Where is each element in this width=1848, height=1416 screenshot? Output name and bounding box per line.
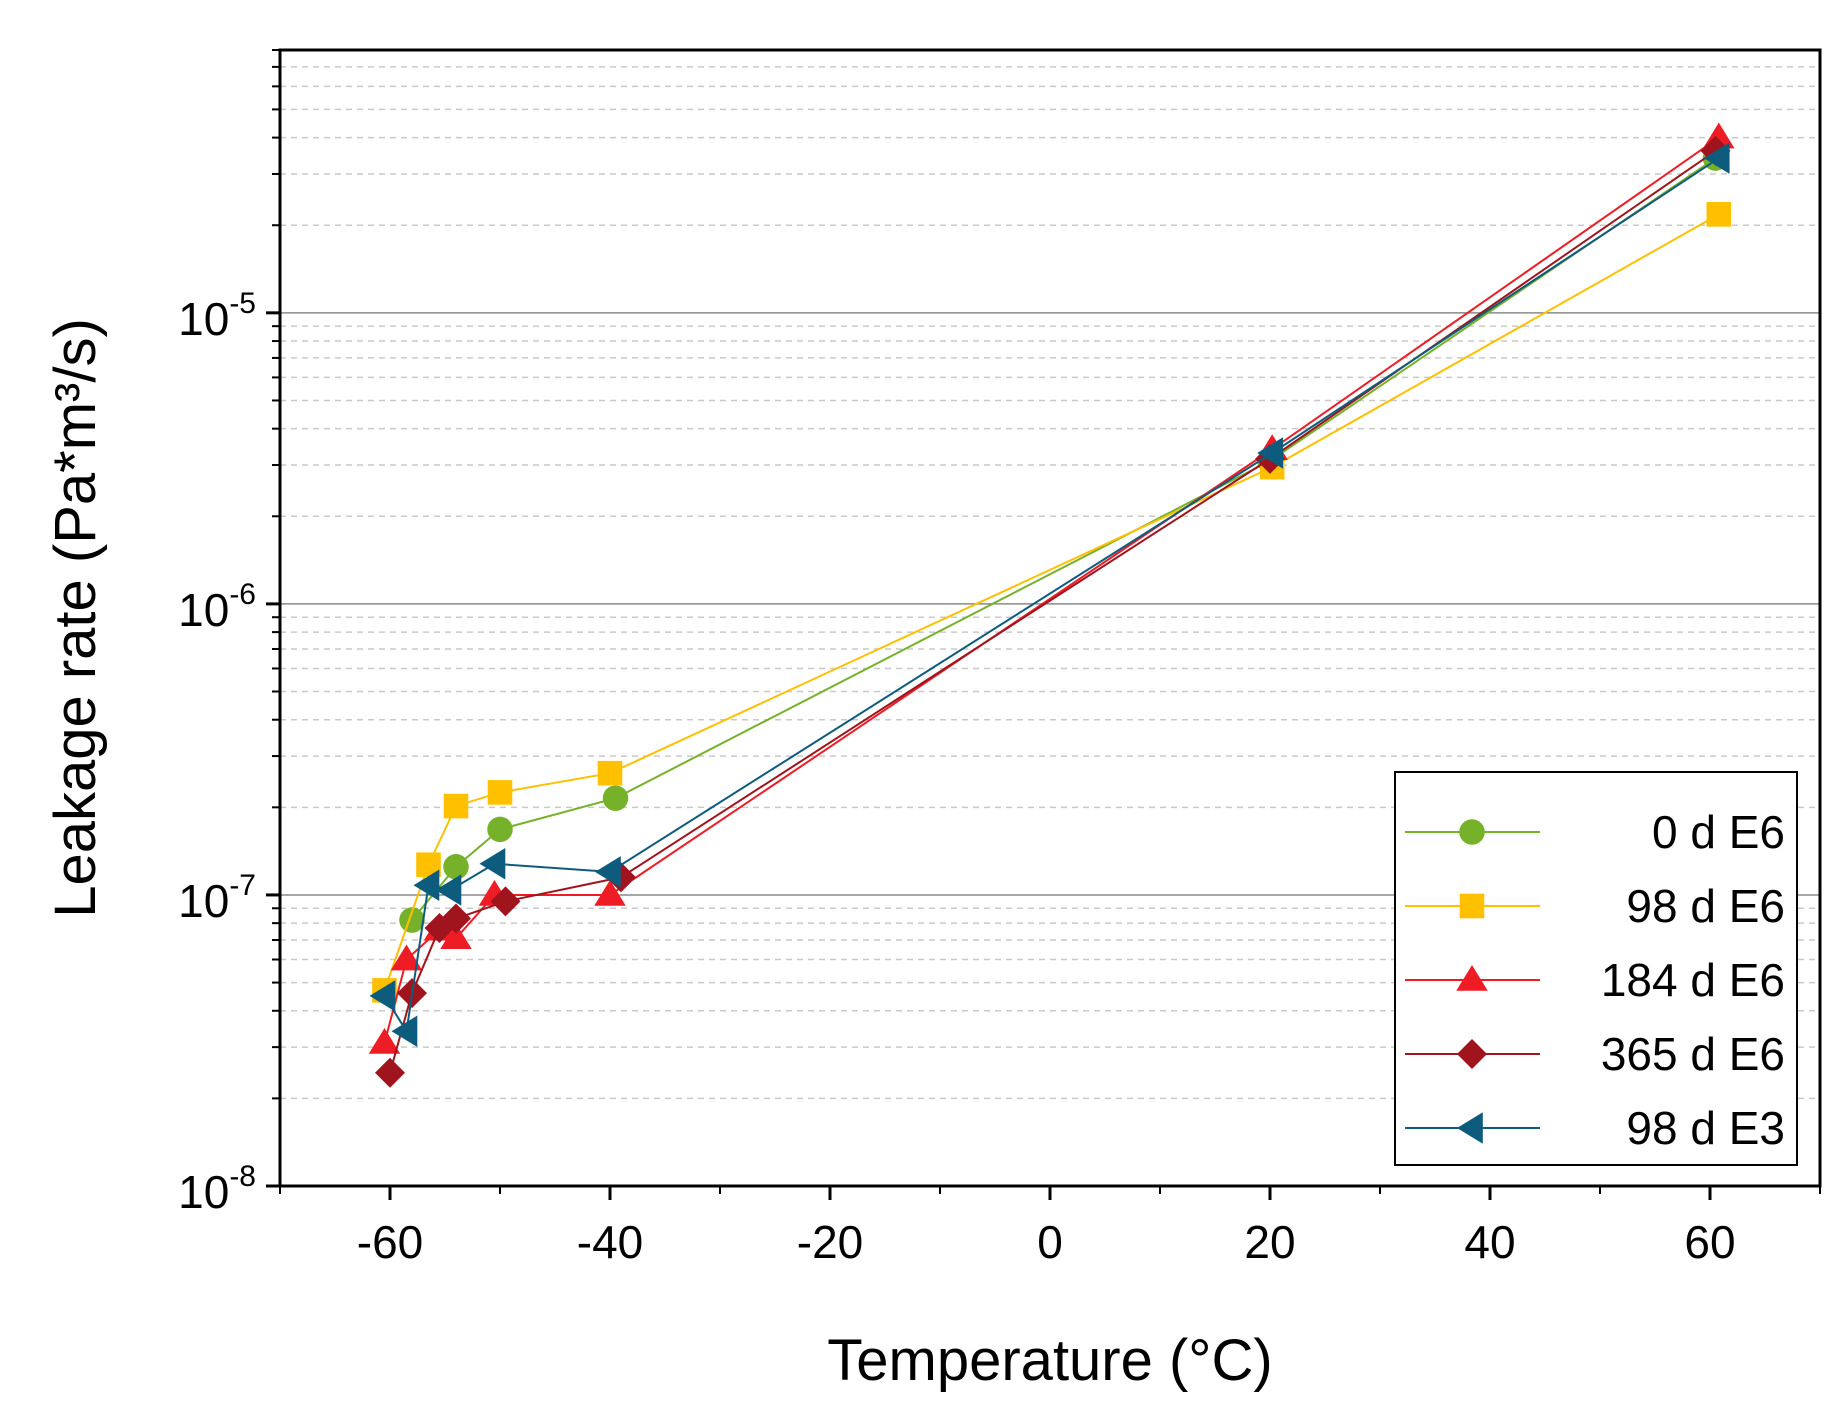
data-point — [369, 980, 396, 1012]
legend-item: 98 d E3 — [1405, 1102, 1785, 1154]
series-4 — [369, 142, 1730, 1048]
legend-item: 184 d E6 — [1405, 954, 1785, 1006]
data-point — [487, 816, 513, 843]
data-point — [435, 874, 462, 906]
x-tick-label: 60 — [1684, 1216, 1735, 1268]
grid-layer — [280, 49, 1820, 1100]
legend-item: 0 d E6 — [1405, 806, 1785, 858]
y-axis-title: Leakage rate (Pa*m³/s) — [43, 318, 108, 918]
legend: 0 d E6 98 d E6 184 d E6 365 d E6 98 d E3 — [1394, 771, 1798, 1166]
data-point — [375, 1057, 405, 1088]
x-tick-label: -40 — [577, 1216, 643, 1268]
legend-marker — [1459, 819, 1485, 845]
data-point — [1257, 437, 1283, 469]
data-point — [479, 847, 506, 880]
data-point — [441, 903, 471, 934]
y-tick-label: 10-5 — [178, 287, 256, 345]
x-tick-labels: -60 -40 -20 0 20 40 60 — [357, 1216, 1736, 1268]
legend-item: 365 d E6 — [1405, 1028, 1785, 1080]
legend-marker — [1459, 893, 1485, 919]
data-point — [597, 760, 623, 786]
legend-item: 98 d E6 — [1405, 880, 1785, 932]
data-point — [391, 1015, 418, 1048]
x-tick-label: 0 — [1037, 1216, 1063, 1268]
series-layer — [368, 122, 1735, 1088]
data-point — [390, 944, 423, 971]
x-tick-label: -20 — [797, 1216, 863, 1268]
y-tick-labels: 10-8 10-7 10-6 10-5 — [178, 287, 256, 1218]
y-tick-label: 10-7 — [178, 869, 256, 927]
data-point — [594, 879, 626, 906]
series-line — [389, 150, 1717, 1073]
data-point — [1706, 202, 1732, 227]
x-axis-title: Temperature (°C) — [827, 1328, 1272, 1393]
legend-label: 98 d E6 — [1626, 880, 1785, 932]
data-point — [368, 1027, 401, 1054]
data-point — [487, 780, 513, 805]
legend-marker — [1457, 1112, 1483, 1144]
ticks-layer — [266, 49, 1821, 1200]
y-tick-label: 10-8 — [178, 1160, 256, 1218]
data-point — [443, 853, 469, 880]
data-point — [602, 785, 629, 811]
series-line — [383, 157, 1720, 1035]
data-point — [399, 907, 425, 933]
legend-label: 98 d E3 — [1626, 1102, 1785, 1154]
x-tick-label: 40 — [1464, 1216, 1515, 1268]
legend-label: 365 d E6 — [1601, 1028, 1785, 1080]
x-tick-label: -60 — [357, 1216, 423, 1268]
data-point — [443, 793, 469, 819]
legend-marker — [1457, 1039, 1487, 1069]
legend-marker — [1456, 965, 1488, 991]
legend-label: 184 d E6 — [1601, 954, 1785, 1006]
legend-label: 0 d E6 — [1652, 806, 1785, 858]
data-point — [413, 869, 440, 901]
data-point — [490, 886, 521, 917]
x-tick-label: 20 — [1244, 1216, 1295, 1268]
data-point — [595, 856, 621, 888]
data-point — [1703, 142, 1730, 174]
data-point — [440, 923, 472, 950]
y-tick-label: 10-6 — [178, 578, 256, 636]
